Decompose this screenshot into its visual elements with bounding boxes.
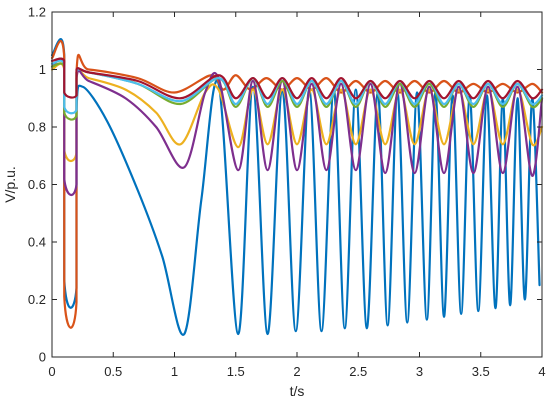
x-tick-label: 1 xyxy=(171,364,178,379)
x-tick-label: 0.5 xyxy=(104,364,122,379)
series-line-3 xyxy=(50,62,544,163)
y-tick-label: 1 xyxy=(39,62,46,77)
y-tick-label: 0.4 xyxy=(28,235,46,250)
x-tick-label: 1.5 xyxy=(227,364,245,379)
y-tick-label: 0.6 xyxy=(28,177,46,192)
y-axis-label: V/p.u. xyxy=(2,166,18,203)
x-axis: 0 0.5 1 1.5 2 2.5 3 3.5 4 xyxy=(48,12,546,379)
x-tick-label: 0 xyxy=(48,364,55,379)
x-tick-label: 3 xyxy=(416,364,423,379)
series-line-7 xyxy=(50,57,544,100)
x-axis-label: t/s xyxy=(290,383,305,399)
y-tick-label: 1.2 xyxy=(28,5,46,20)
y-tick-label: 0.8 xyxy=(28,120,46,135)
y-tick-label: 0 xyxy=(39,350,46,365)
series-line-6 xyxy=(50,59,544,115)
series-line-2 xyxy=(50,39,544,329)
plot-area xyxy=(52,12,542,357)
x-tick-label: 2 xyxy=(293,364,300,379)
series-layer xyxy=(50,38,544,336)
x-tick-label: 4 xyxy=(538,364,545,379)
y-tick-label: 0.2 xyxy=(28,292,46,307)
x-tick-label: 3.5 xyxy=(472,364,490,379)
y-axis: 0 0.2 0.4 0.6 0.8 1 1.2 xyxy=(28,5,542,365)
series-line-4 xyxy=(50,57,544,196)
x-tick-label: 2.5 xyxy=(349,364,367,379)
